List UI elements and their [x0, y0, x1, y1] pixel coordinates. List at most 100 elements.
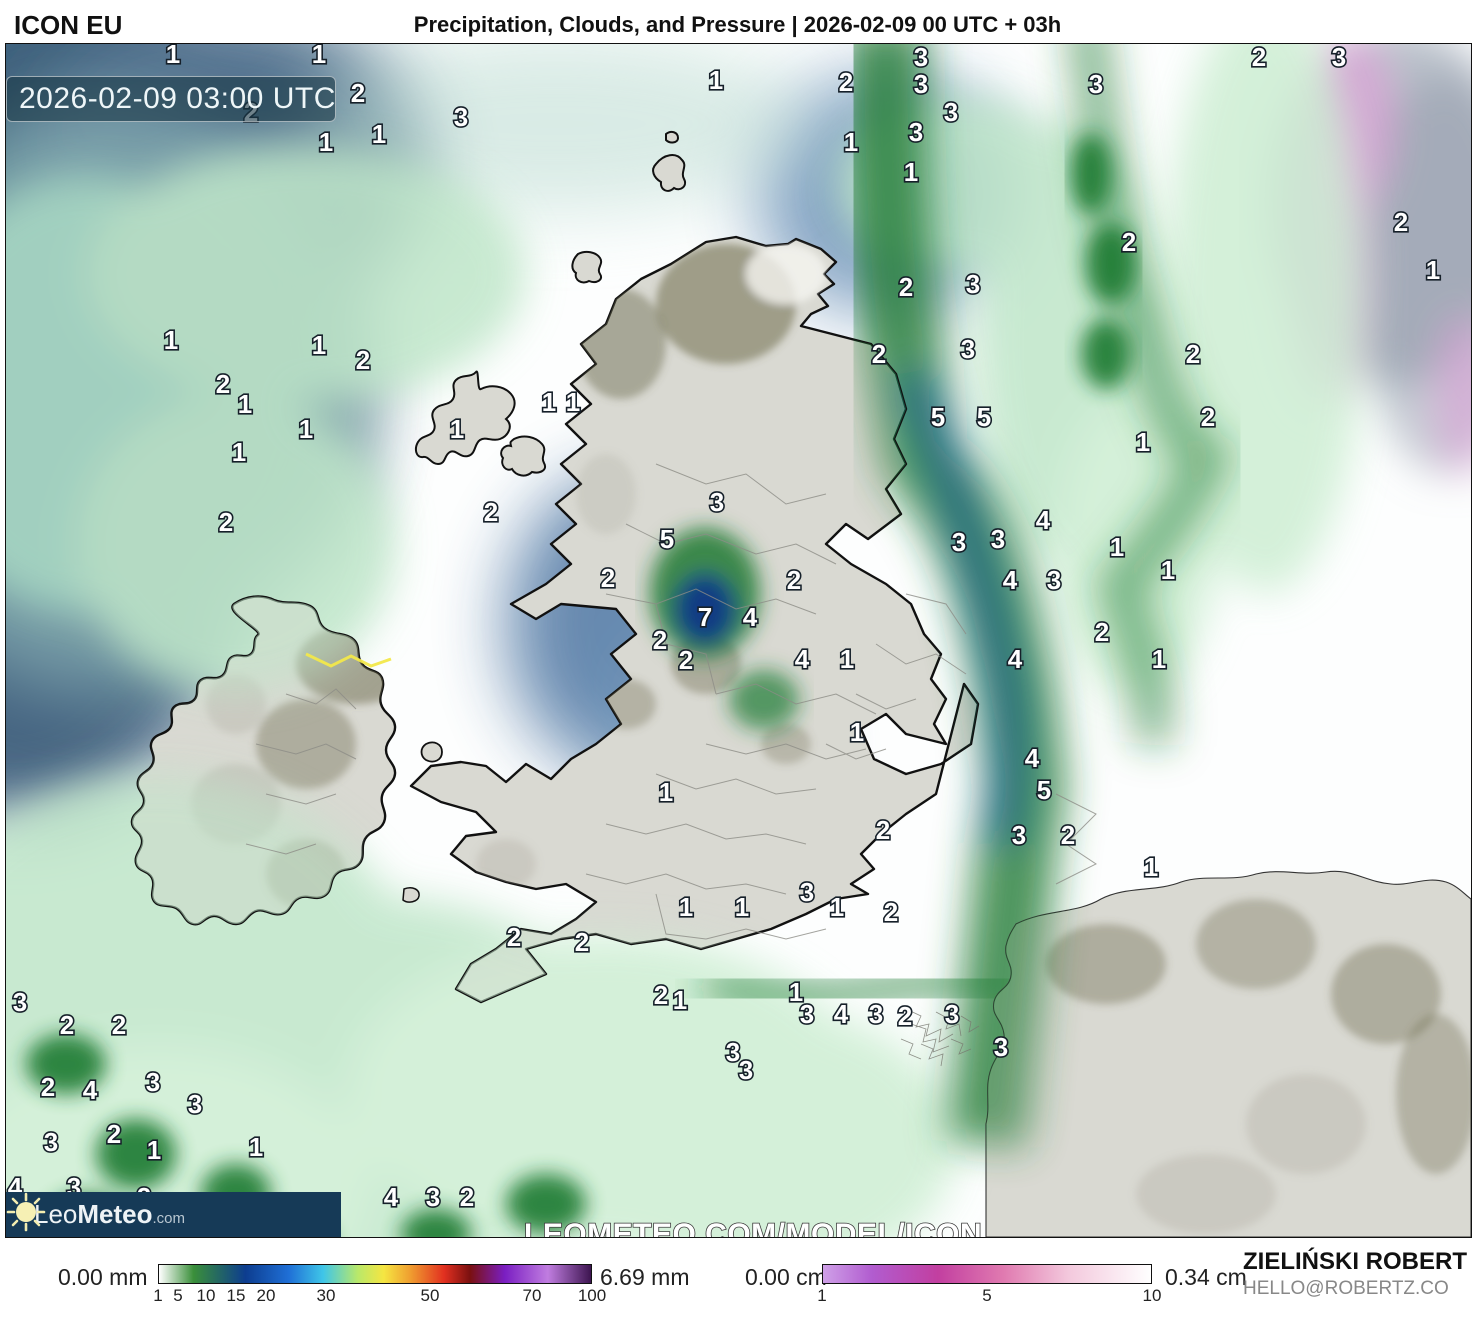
svg-text:1: 1 [735, 892, 749, 922]
svg-text:2: 2 [1394, 207, 1408, 237]
svg-text:3: 3 [991, 524, 1005, 554]
svg-text:5: 5 [660, 524, 674, 554]
svg-text:2: 2 [216, 369, 230, 399]
svg-text:1: 1 [299, 414, 313, 444]
svg-text:3: 3 [1089, 69, 1103, 99]
svg-text:1: 1 [312, 44, 326, 69]
svg-text:1: 1 [312, 330, 326, 360]
svg-text:2: 2 [1061, 820, 1075, 850]
svg-text:2: 2 [872, 339, 886, 369]
svg-text:1: 1 [1110, 532, 1124, 562]
svg-text:1: 1 [1144, 852, 1158, 882]
svg-text:3: 3 [961, 334, 975, 364]
svg-text:2: 2 [899, 272, 913, 302]
svg-text:2: 2 [1201, 402, 1215, 432]
svg-text:1: 1 [850, 717, 864, 747]
svg-text:4: 4 [1008, 644, 1023, 674]
svg-text:2: 2 [679, 645, 693, 675]
svg-text:3: 3 [44, 1127, 58, 1157]
svg-text:2: 2 [654, 980, 668, 1010]
svg-text:3: 3 [952, 527, 966, 557]
svg-text:3: 3 [800, 877, 814, 907]
svg-text:3: 3 [13, 987, 27, 1017]
svg-text:3: 3 [966, 269, 980, 299]
svg-text:1: 1 [166, 44, 180, 69]
svg-text:2: 2 [112, 1010, 126, 1040]
svg-text:1: 1 [566, 387, 580, 417]
svg-text:2: 2 [41, 1072, 55, 1102]
svg-text:3: 3 [945, 999, 959, 1029]
svg-text:1: 1 [679, 892, 693, 922]
svg-text:1: 1 [844, 127, 858, 157]
svg-text:1: 1 [232, 437, 246, 467]
svg-text:3: 3 [800, 999, 814, 1029]
svg-text:1: 1 [164, 325, 178, 355]
svg-text:1: 1 [673, 985, 687, 1015]
svg-text:1: 1 [659, 777, 673, 807]
svg-text:2: 2 [653, 625, 667, 655]
svg-text:1: 1 [238, 389, 252, 419]
svg-text:1: 1 [840, 644, 854, 674]
svg-text:7: 7 [698, 602, 712, 632]
svg-text:1: 1 [542, 387, 556, 417]
svg-text:1: 1 [904, 157, 918, 187]
svg-text:2: 2 [876, 815, 890, 845]
svg-text:1: 1 [147, 1135, 161, 1165]
svg-text:3: 3 [994, 1032, 1008, 1062]
svg-text:4: 4 [83, 1075, 98, 1105]
svg-text:2: 2 [1095, 617, 1109, 647]
svg-text:1: 1 [1426, 255, 1440, 285]
svg-text:4: 4 [743, 602, 758, 632]
svg-text:3: 3 [426, 1182, 440, 1212]
svg-text:3: 3 [909, 117, 923, 147]
svg-text:4: 4 [1036, 505, 1051, 535]
svg-text:3: 3 [188, 1089, 202, 1119]
svg-text:3: 3 [1047, 565, 1061, 595]
svg-text:3: 3 [914, 44, 928, 72]
svg-text:1: 1 [709, 65, 723, 95]
svg-text:5: 5 [1037, 775, 1051, 805]
svg-text:2: 2 [351, 78, 365, 108]
svg-text:2: 2 [1122, 227, 1136, 257]
svg-text:5: 5 [977, 402, 991, 432]
svg-text:2: 2 [601, 563, 615, 593]
svg-text:3: 3 [1332, 44, 1346, 72]
svg-text:2: 2 [60, 1010, 74, 1040]
svg-text:2: 2 [787, 565, 801, 595]
svg-text:1: 1 [830, 892, 844, 922]
svg-text:1: 1 [319, 127, 333, 157]
svg-text:2: 2 [356, 345, 370, 375]
svg-text:1: 1 [1152, 644, 1166, 674]
svg-text:2: 2 [484, 497, 498, 527]
svg-text:2: 2 [575, 927, 589, 957]
svg-text:3: 3 [146, 1067, 160, 1097]
svg-text:3: 3 [914, 69, 928, 99]
svg-text:1: 1 [450, 414, 464, 444]
svg-text:4: 4 [1003, 565, 1018, 595]
svg-text:3: 3 [739, 1055, 753, 1085]
svg-text:1: 1 [1136, 427, 1150, 457]
svg-text:2: 2 [1186, 339, 1200, 369]
svg-text:LEOMETEO.COM/MODEL/ICON: LEOMETEO.COM/MODEL/ICON [524, 1218, 982, 1237]
svg-text:3: 3 [454, 102, 468, 132]
svg-text:2: 2 [507, 922, 521, 952]
svg-text:2: 2 [1252, 44, 1266, 72]
svg-text:2: 2 [460, 1182, 474, 1212]
svg-text:2: 2 [839, 67, 853, 97]
svg-text:2: 2 [107, 1119, 121, 1149]
svg-text:4: 4 [384, 1182, 399, 1212]
svg-text:1: 1 [372, 119, 386, 149]
svg-text:3: 3 [869, 999, 883, 1029]
svg-text:5: 5 [931, 402, 945, 432]
svg-text:3: 3 [944, 97, 958, 127]
svg-text:1: 1 [1161, 555, 1175, 585]
svg-text:4: 4 [1025, 743, 1040, 773]
svg-text:4: 4 [795, 644, 810, 674]
svg-text:3: 3 [710, 487, 724, 517]
svg-text:3: 3 [1012, 820, 1026, 850]
svg-text:4: 4 [834, 999, 849, 1029]
svg-text:1: 1 [249, 1132, 263, 1162]
svg-text:2: 2 [898, 1001, 912, 1031]
svg-text:2: 2 [219, 507, 233, 537]
svg-text:2: 2 [884, 897, 898, 927]
